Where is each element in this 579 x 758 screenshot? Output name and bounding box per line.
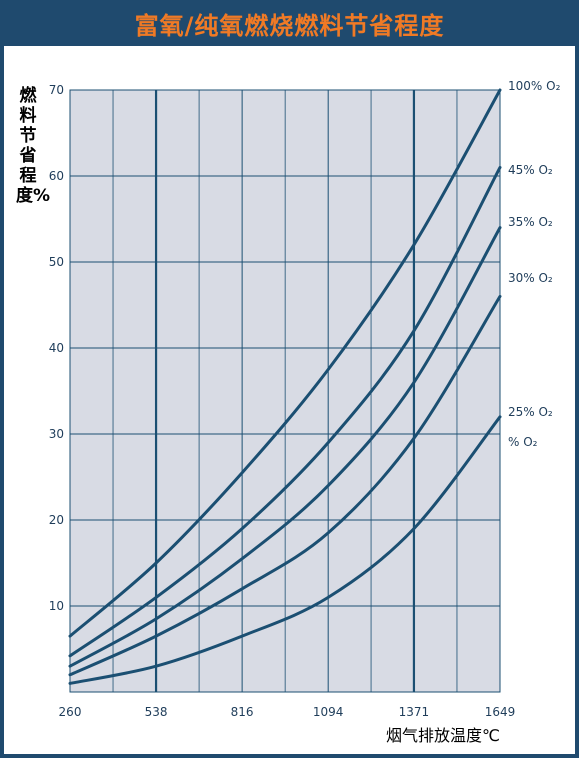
y-tick-label: 50 (49, 255, 64, 269)
chart-title: 富氧/纯氧燃烧燃料节省程度 (134, 11, 445, 40)
y-tick-label: 10 (49, 599, 64, 613)
x-tick-label: 816 (231, 705, 254, 719)
fuel-saving-chart: 10 20 30 40 50 60 70 260 538 816 1094 1371 1649 100% … (49, 79, 561, 719)
series-line-4 (68, 415, 502, 685)
series-label: 25% O₂ (508, 405, 553, 419)
y-tick-label: 70 (49, 83, 64, 97)
series-label: 30% O₂ (508, 271, 553, 285)
y-tick-label: 30 (49, 427, 64, 441)
x-axis-label: 烟气排放温度℃ (386, 726, 500, 745)
x-tick-label: 260 (59, 705, 82, 719)
series-label: 45% O₂ (508, 163, 553, 177)
series-label: 100% O₂ (508, 79, 561, 93)
y-tick-label: 40 (49, 341, 64, 355)
title-bar: 富氧/纯氧燃烧燃料节省程度 (0, 0, 579, 46)
x-tick-label: 538 (145, 705, 168, 719)
series-line-0 (68, 88, 502, 638)
extra-series-label: % O₂ (508, 435, 538, 449)
x-tick-label: 1649 (485, 705, 516, 719)
series-line-3 (68, 294, 502, 677)
series-label: 35% O₂ (508, 215, 553, 229)
chart-panel: 燃料节省程度% 10 20 30 40 50 60 70 260 538 816 1094 1371 1… (4, 46, 575, 754)
y-tick-label: 60 (49, 169, 64, 183)
x-tick-label: 1371 (399, 705, 430, 719)
series-line-2 (68, 226, 502, 668)
series-line-1 (68, 165, 502, 658)
y-tick-label: 20 (49, 513, 64, 527)
x-tick-label: 1094 (313, 705, 344, 719)
